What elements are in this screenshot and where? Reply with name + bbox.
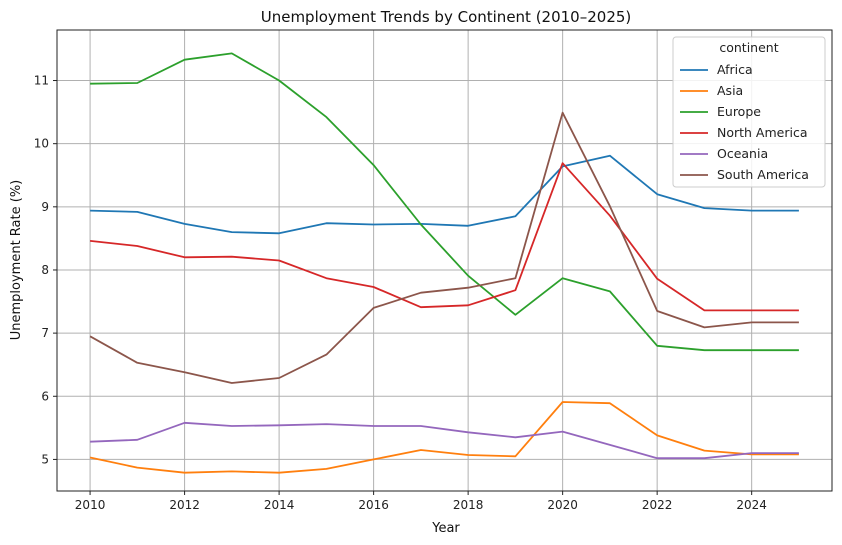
legend-entry-europe: Europe: [680, 104, 761, 119]
y-axis-label: Unemployment Rate (%): [9, 180, 24, 341]
x-axis-ticks: 2010 2012 2014 2016 2018 2020 2022 2024: [75, 491, 767, 512]
y-tick-label: 6: [41, 389, 49, 403]
series-line-oceania: [90, 421, 799, 460]
series-line-africa: [90, 154, 799, 235]
series-line-north-america: [90, 162, 799, 312]
x-axis-label: Year: [431, 521, 460, 536]
y-tick-label: 5: [41, 452, 49, 466]
y-tick-label: 7: [41, 326, 49, 340]
y-tick-label: 8: [41, 263, 49, 277]
legend-entry-oceania: Oceania: [680, 146, 768, 161]
x-tick-label: 2022: [642, 498, 673, 512]
legend-entry-south-america: South America: [680, 167, 809, 182]
x-tick-label: 2016: [358, 498, 389, 512]
series-line-south-america: [89, 111, 799, 384]
legend-entries: Africa Asia Europe North America Oceania Sout…: [680, 62, 809, 182]
chart-title: Unemployment Trends by Continent (2010–2…: [261, 8, 632, 26]
legend-box: [672, 36, 826, 188]
series-line-asia: [89, 401, 799, 474]
legend-label: Oceania: [717, 146, 768, 161]
x-tick-label: 2010: [75, 498, 106, 512]
plot-frame: [56, 29, 833, 492]
x-tick-label: 2020: [547, 498, 578, 512]
x-tick-label: 2018: [453, 498, 484, 512]
x-tick-label: 2012: [169, 498, 200, 512]
x-tick-label: 2024: [736, 498, 767, 512]
legend-entry-africa: Africa: [680, 62, 753, 77]
legend-entry-asia: Asia: [680, 83, 743, 98]
legend-label: North America: [717, 125, 808, 140]
legend-label: Asia: [717, 83, 743, 98]
y-tick-label: 9: [41, 200, 49, 214]
legend-label: Europe: [717, 104, 761, 119]
legend-label: Africa: [717, 62, 753, 77]
legend-title: continent: [719, 40, 778, 55]
y-tick-label: 11: [34, 74, 49, 88]
series-layer: [89, 52, 799, 474]
legend-entry-north-america: North America: [680, 125, 808, 140]
series-line-europe: [90, 52, 799, 352]
y-tick-label: 10: [34, 137, 49, 151]
y-axis-ticks: 5 6 7 8 9 10 11: [34, 74, 57, 466]
legend-label: South America: [717, 167, 809, 182]
x-tick-label: 2014: [264, 498, 295, 512]
legend: continent Africa Asia Europe North America O…: [672, 36, 826, 188]
